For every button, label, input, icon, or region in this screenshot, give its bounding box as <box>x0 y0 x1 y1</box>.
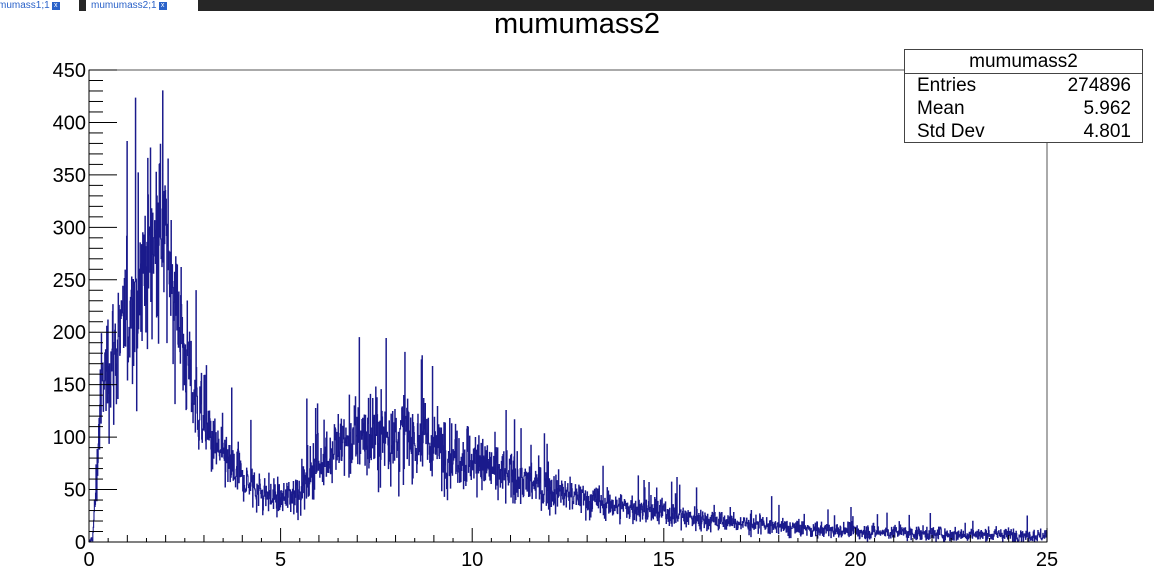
x-tick-label: 0 <box>83 549 94 571</box>
y-tick-label: 250 <box>53 270 86 292</box>
tab-mumumass2[interactable]: mumumass2;1 x <box>86 0 198 11</box>
y-tick-label: 50 <box>64 480 86 502</box>
close-icon[interactable]: x <box>158 2 167 10</box>
stats-label: Mean <box>917 98 965 119</box>
y-tick-label: 200 <box>53 322 86 344</box>
tab-mumass1[interactable]: mumass1;1 x <box>0 0 79 11</box>
y-tick-label: 0 <box>75 532 86 554</box>
histogram-series <box>88 90 1048 543</box>
y-tick-label: 150 <box>53 375 86 397</box>
histogram-bars <box>88 90 1048 543</box>
stats-title: mumumass2 <box>905 50 1142 74</box>
x-tick-label: 20 <box>844 549 866 571</box>
stats-row-stddev: Std Dev 4.801 <box>905 120 1142 143</box>
stats-value: 274896 <box>1067 75 1131 96</box>
x-tick-label: 5 <box>275 549 286 571</box>
y-tick-label: 100 <box>53 427 86 449</box>
tab-bar: mumass1;1 x mumumass2;1 x <box>0 0 1154 11</box>
y-tick-label: 400 <box>53 112 86 134</box>
tab-label: mumass1;1 <box>0 0 50 11</box>
stats-row-mean: Mean 5.962 <box>905 97 1142 120</box>
y-tick-label: 450 <box>53 60 86 82</box>
stats-value: 5.962 <box>1083 98 1131 119</box>
y-tick-label: 350 <box>53 165 86 187</box>
x-tick-label: 10 <box>461 549 483 571</box>
stats-box: mumumass2 Entries 274896 Mean 5.962 Std … <box>904 49 1143 143</box>
stats-label: Entries <box>917 75 977 96</box>
tab-label: mumumass2;1 <box>91 0 157 11</box>
y-tick-label: 300 <box>53 217 86 239</box>
close-icon[interactable]: x <box>51 2 60 10</box>
stats-row-entries: Entries 274896 <box>905 74 1142 97</box>
chart-title: mumumass2 <box>494 8 660 40</box>
stats-value: 4.801 <box>1083 121 1131 142</box>
x-tick-label: 15 <box>653 549 675 571</box>
stats-label: Std Dev <box>917 121 985 142</box>
x-tick-label: 25 <box>1036 549 1058 571</box>
